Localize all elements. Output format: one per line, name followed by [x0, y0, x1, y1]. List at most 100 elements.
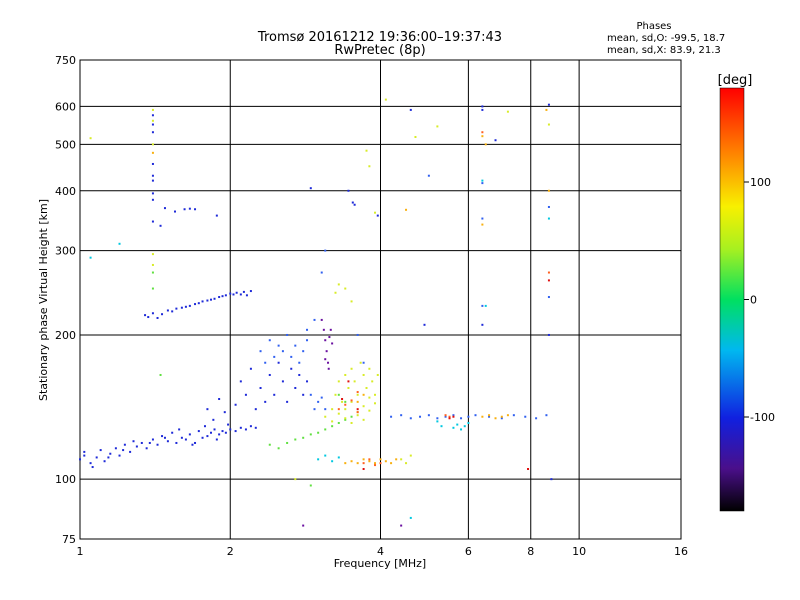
data-point [294, 438, 297, 441]
data-point [213, 297, 216, 300]
data-point [215, 438, 218, 441]
data-point [184, 305, 187, 308]
data-point [344, 417, 347, 420]
data-point [313, 408, 316, 411]
data-point [140, 441, 143, 444]
data-point [244, 428, 247, 431]
data-point [547, 103, 550, 106]
data-point [322, 328, 325, 331]
data-point [344, 400, 347, 403]
data-point [368, 367, 371, 370]
data-point [368, 460, 371, 463]
data-point [227, 423, 230, 426]
x-axis-label: Frequency [MHz] [334, 557, 426, 570]
data-point [351, 201, 354, 204]
data-point [436, 125, 439, 128]
data-point [264, 400, 267, 403]
data-point [212, 418, 215, 421]
data-point [350, 399, 353, 402]
data-point [254, 426, 257, 429]
data-point [317, 431, 320, 434]
data-point [400, 414, 403, 417]
data-point [294, 344, 297, 347]
data-point [184, 438, 187, 441]
data-point [244, 393, 247, 396]
data-point [313, 318, 316, 321]
data-point [409, 417, 412, 420]
data-point [356, 391, 359, 394]
data-point [218, 296, 221, 299]
data-point [151, 312, 154, 315]
y-tick-label: 300 [55, 245, 76, 258]
data-point [481, 223, 484, 226]
data-point [356, 408, 359, 411]
data-point [89, 137, 92, 140]
data-point [344, 373, 347, 376]
data-point [327, 361, 330, 364]
data-point [547, 217, 550, 220]
data-point [239, 380, 242, 383]
data-point [118, 454, 121, 457]
data-point [259, 386, 262, 389]
data-point [384, 460, 387, 463]
data-point [331, 460, 334, 463]
data-point [350, 460, 353, 463]
data-point [350, 300, 353, 303]
data-point [427, 174, 430, 177]
data-point [395, 458, 398, 461]
data-point [547, 205, 550, 208]
data-point [221, 295, 224, 298]
data-point [234, 403, 237, 406]
data-point [448, 417, 451, 420]
data-point [324, 408, 327, 411]
data-point [224, 431, 227, 434]
data-point [298, 361, 301, 364]
data-point [327, 367, 330, 370]
data-point [444, 414, 447, 417]
data-point [151, 198, 154, 201]
data-point [344, 287, 347, 290]
data-point [409, 454, 412, 457]
data-point [337, 380, 340, 383]
data-point [337, 421, 340, 424]
data-point [452, 414, 455, 417]
data-point [337, 393, 340, 396]
data-point [151, 123, 154, 126]
x-tick-label: 6 [465, 545, 472, 558]
data-point [148, 441, 151, 444]
data-point [506, 414, 509, 417]
data-point [547, 189, 550, 192]
data-point [481, 217, 484, 220]
data-point [320, 271, 323, 274]
data-point [163, 436, 166, 439]
data-point [286, 400, 289, 403]
data-point [368, 409, 371, 412]
data-point [347, 189, 350, 192]
data-point [374, 393, 377, 396]
data-point [374, 402, 377, 405]
data-point [481, 323, 484, 326]
data-point [234, 430, 237, 433]
data-point [371, 380, 374, 383]
y-axis-label: Stationary phase Virtual Height [km] [37, 199, 50, 401]
data-point [353, 203, 356, 206]
data-point [166, 309, 169, 312]
data-point [249, 425, 252, 428]
data-point [156, 443, 159, 446]
data-point [467, 415, 470, 418]
data-point [151, 131, 154, 134]
data-point [268, 443, 271, 446]
data-point [161, 313, 164, 316]
data-point [151, 151, 154, 154]
data-point [290, 367, 293, 370]
data-point [350, 415, 353, 418]
data-point [329, 328, 332, 331]
data-point [302, 524, 305, 527]
data-point [481, 108, 484, 111]
data-point [356, 462, 359, 465]
data-point [374, 211, 377, 214]
data-point [344, 408, 347, 411]
data-point [302, 393, 305, 396]
data-point [334, 393, 337, 396]
